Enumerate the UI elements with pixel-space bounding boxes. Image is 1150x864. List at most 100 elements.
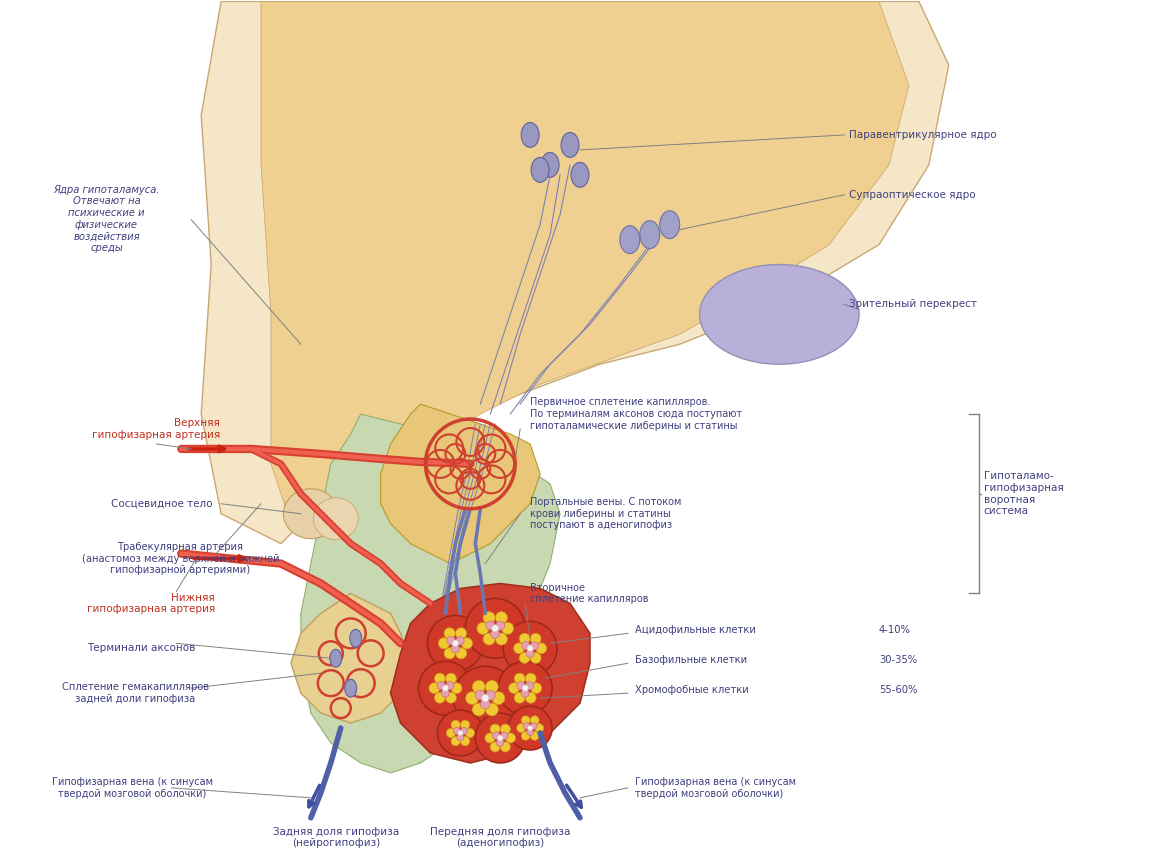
Circle shape bbox=[528, 726, 532, 731]
Circle shape bbox=[429, 683, 439, 694]
Circle shape bbox=[473, 680, 485, 693]
Circle shape bbox=[455, 648, 467, 659]
Circle shape bbox=[497, 739, 504, 746]
Circle shape bbox=[461, 727, 468, 734]
Circle shape bbox=[490, 742, 500, 752]
Circle shape bbox=[526, 682, 534, 689]
Polygon shape bbox=[291, 594, 411, 723]
Polygon shape bbox=[201, 2, 949, 543]
Text: Вторичное
сплетение капилляров: Вторичное сплетение капилляров bbox=[530, 582, 649, 604]
Circle shape bbox=[526, 673, 536, 684]
Circle shape bbox=[437, 710, 483, 756]
Circle shape bbox=[521, 732, 530, 740]
Circle shape bbox=[483, 612, 494, 624]
Ellipse shape bbox=[639, 220, 660, 249]
Ellipse shape bbox=[561, 132, 578, 157]
Circle shape bbox=[466, 728, 475, 738]
Circle shape bbox=[492, 692, 505, 704]
Circle shape bbox=[419, 661, 473, 715]
Circle shape bbox=[530, 723, 537, 729]
Polygon shape bbox=[261, 2, 908, 524]
Ellipse shape bbox=[531, 157, 549, 182]
Text: Сосцевидное тело: Сосцевидное тело bbox=[112, 499, 213, 509]
Text: Ядра гипоталамуса.
Отвечают на
психические и
физические
воздействия
среды: Ядра гипоталамуса. Отвечают на психическ… bbox=[53, 185, 160, 253]
Circle shape bbox=[523, 722, 530, 729]
Ellipse shape bbox=[521, 123, 539, 148]
Circle shape bbox=[521, 716, 530, 725]
Circle shape bbox=[522, 685, 528, 691]
Text: Первичное сплетение капилляров.
По терминалям аксонов сюда поступают
гипоталамич: Первичное сплетение капилляров. По терми… bbox=[530, 397, 742, 430]
Circle shape bbox=[530, 633, 542, 644]
Text: Терминали аксонов: Терминали аксонов bbox=[86, 644, 196, 653]
Circle shape bbox=[446, 728, 455, 738]
Ellipse shape bbox=[699, 264, 859, 365]
Text: Передняя доля гипофиза
(аденогипофиз): Передняя доля гипофиза (аденогипофиз) bbox=[430, 827, 570, 848]
Circle shape bbox=[530, 652, 542, 664]
Circle shape bbox=[458, 730, 463, 736]
Ellipse shape bbox=[345, 679, 356, 697]
Text: Трабекулярная артерия
(анастомоз между верхней и нижней
гипофизарной артериями): Трабекулярная артерия (анастомоз между в… bbox=[82, 542, 279, 575]
Circle shape bbox=[516, 724, 526, 733]
Circle shape bbox=[498, 661, 552, 715]
Text: 4-10%: 4-10% bbox=[879, 626, 911, 635]
Circle shape bbox=[501, 622, 514, 634]
Circle shape bbox=[482, 695, 489, 702]
Circle shape bbox=[492, 625, 499, 632]
Circle shape bbox=[491, 630, 499, 638]
Circle shape bbox=[531, 683, 542, 694]
Circle shape bbox=[446, 637, 455, 645]
Circle shape bbox=[496, 633, 507, 645]
Circle shape bbox=[435, 673, 445, 684]
Text: Зрительный перекрест: Зрительный перекрест bbox=[849, 300, 977, 309]
Circle shape bbox=[481, 699, 490, 708]
Circle shape bbox=[483, 633, 494, 645]
Ellipse shape bbox=[542, 152, 559, 177]
Circle shape bbox=[446, 682, 454, 689]
Circle shape bbox=[486, 621, 494, 630]
Text: Гипофизарная вена (к синусам
твердой мозговой оболочки): Гипофизарная вена (к синусам твердой моз… bbox=[635, 777, 796, 798]
Circle shape bbox=[526, 650, 534, 658]
Text: Хромофобные клетки: Хромофобные клетки bbox=[635, 685, 749, 696]
Polygon shape bbox=[381, 404, 540, 563]
Text: Паравентрикулярное ядро: Паравентрикулярное ядро bbox=[849, 130, 997, 140]
Ellipse shape bbox=[330, 650, 342, 667]
Circle shape bbox=[455, 637, 465, 645]
Circle shape bbox=[485, 733, 494, 743]
Text: Задняя доля гипофиза
(нейрогипофиз): Задняя доля гипофиза (нейрогипофиз) bbox=[273, 827, 399, 848]
Ellipse shape bbox=[350, 629, 362, 647]
Circle shape bbox=[438, 638, 450, 649]
Text: Базофильные клетки: Базофильные клетки bbox=[635, 655, 748, 665]
Text: 55-60%: 55-60% bbox=[879, 685, 918, 696]
Ellipse shape bbox=[660, 211, 680, 238]
Circle shape bbox=[497, 735, 504, 741]
Circle shape bbox=[428, 615, 483, 671]
Ellipse shape bbox=[283, 489, 338, 538]
Polygon shape bbox=[391, 583, 590, 763]
Circle shape bbox=[460, 737, 469, 746]
Circle shape bbox=[519, 652, 530, 664]
Text: Верхняя
гипофизарная артерия: Верхняя гипофизарная артерия bbox=[92, 418, 220, 440]
Circle shape bbox=[500, 724, 511, 734]
Circle shape bbox=[443, 685, 448, 691]
Circle shape bbox=[496, 612, 507, 624]
Ellipse shape bbox=[313, 498, 358, 540]
Circle shape bbox=[453, 666, 518, 730]
Circle shape bbox=[451, 645, 460, 652]
Circle shape bbox=[442, 689, 450, 697]
Circle shape bbox=[530, 716, 539, 725]
Circle shape bbox=[500, 732, 508, 740]
Circle shape bbox=[485, 690, 496, 700]
Circle shape bbox=[514, 673, 526, 684]
Circle shape bbox=[444, 628, 455, 639]
Text: Ацидофильные клетки: Ацидофильные клетки bbox=[635, 626, 756, 635]
Ellipse shape bbox=[620, 226, 639, 253]
Circle shape bbox=[514, 643, 524, 654]
Circle shape bbox=[445, 673, 457, 684]
Circle shape bbox=[475, 690, 485, 700]
Circle shape bbox=[460, 721, 469, 729]
Text: Нижняя
гипофизарная артерия: Нижняя гипофизарная артерия bbox=[86, 593, 215, 614]
Circle shape bbox=[466, 692, 478, 704]
Circle shape bbox=[461, 638, 473, 649]
Circle shape bbox=[522, 642, 530, 650]
Text: Сплетение гемакапилляров
задней доли гипофиза: Сплетение гемакапилляров задней доли гип… bbox=[62, 683, 209, 704]
